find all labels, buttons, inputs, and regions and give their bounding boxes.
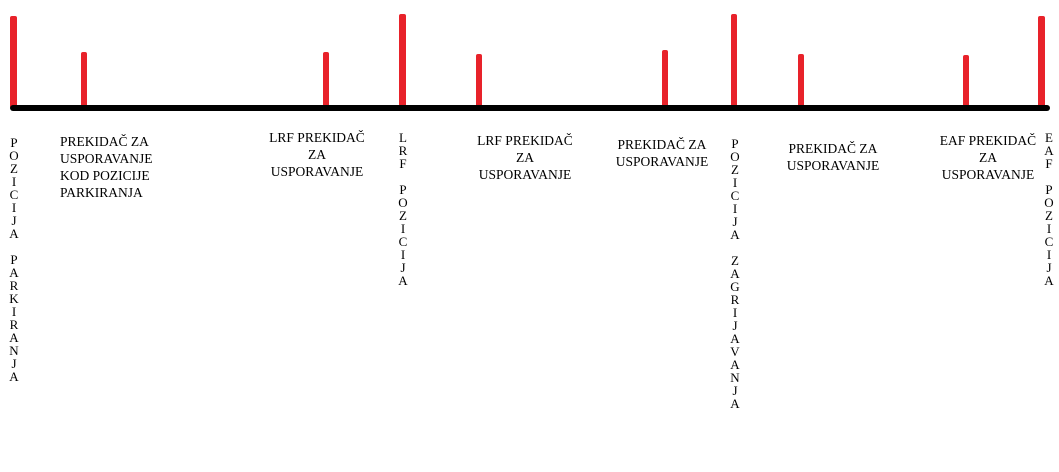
marker-lrf-usporavanje-2: [476, 54, 482, 108]
label-lrf-pozicija: L R F P O Z I C I J A: [398, 130, 408, 288]
label-usporavanje-parkiranje: PREKIDAČ ZA USPORAVANJE KOD POZICIJE PAR…: [60, 134, 153, 200]
marker-eaf-usporavanje: [963, 55, 969, 108]
label-usporavanje-3: PREKIDAČ ZA USPORAVANJE: [615, 137, 709, 169]
marker-pozicija-zagrijavanja: [731, 14, 737, 108]
rail-line: [10, 105, 1050, 111]
marker-lrf-usporavanje-1: [323, 52, 329, 108]
marker-eaf-pozicija: [1038, 16, 1045, 108]
label-usporavanje-4: PREKIDAČ ZA USPORAVANJE: [786, 141, 880, 173]
marker-usporavanje-4: [798, 54, 804, 108]
label-lrf-usporavanje-1: LRF PREKIDAČ ZA USPORAVANJE: [269, 130, 365, 179]
marker-lrf-pozicija: [399, 14, 406, 108]
label-eaf-usporavanje: EAF PREKIDAČ ZA USPORAVANJE: [939, 133, 1037, 182]
label-eaf-pozicija: E A F P O Z I C I J A: [1044, 130, 1054, 288]
label-lrf-usporavanje-2: LRF PREKIDAČ ZA USPORAVANJE: [477, 133, 573, 182]
label-pozicija-zagrijavanja: P O Z I C I J A Z A G R I J A V A NJ A: [730, 136, 740, 411]
marker-usporavanje-3: [662, 50, 668, 108]
label-pozicija-parkiranja: P O Z I C I J A P A R K I R A NJ A: [9, 135, 19, 384]
marker-pozicija-parkiranja: [10, 16, 17, 108]
marker-usporavanje-parkiranje: [81, 52, 87, 108]
